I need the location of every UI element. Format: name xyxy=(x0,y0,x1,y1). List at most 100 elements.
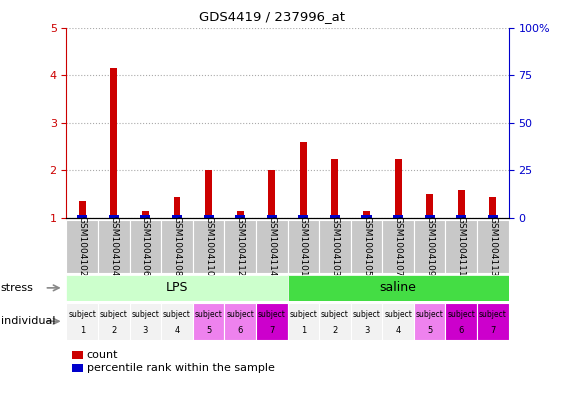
Text: subject: subject xyxy=(131,310,160,319)
Bar xyxy=(319,220,351,273)
Bar xyxy=(361,215,372,218)
Text: saline: saline xyxy=(380,281,417,294)
Text: subject: subject xyxy=(479,310,507,319)
Bar xyxy=(142,211,149,266)
Text: 4: 4 xyxy=(395,326,401,335)
Bar xyxy=(203,215,214,218)
Text: percentile rank within the sample: percentile rank within the sample xyxy=(87,363,275,373)
Bar xyxy=(77,215,87,218)
Text: 2: 2 xyxy=(332,326,338,335)
Bar xyxy=(446,303,477,340)
Bar xyxy=(488,215,498,218)
Bar xyxy=(256,220,287,273)
Text: 1: 1 xyxy=(80,326,85,335)
Text: GSM1004109: GSM1004109 xyxy=(425,216,434,277)
Bar xyxy=(300,142,307,266)
Bar xyxy=(351,303,382,340)
Text: 6: 6 xyxy=(458,326,464,335)
Bar xyxy=(490,196,497,266)
Bar xyxy=(414,303,446,340)
Bar xyxy=(477,303,509,340)
Text: GSM1004101: GSM1004101 xyxy=(299,216,308,277)
Bar xyxy=(363,211,370,266)
Bar xyxy=(256,303,288,340)
Text: subject: subject xyxy=(163,310,191,319)
Text: subject: subject xyxy=(68,310,96,319)
Bar xyxy=(382,220,414,273)
Text: 3: 3 xyxy=(364,326,369,335)
Bar xyxy=(172,215,182,218)
Bar xyxy=(72,364,83,372)
Bar xyxy=(426,194,433,266)
Text: subject: subject xyxy=(258,310,286,319)
Text: individual: individual xyxy=(1,316,55,326)
Bar xyxy=(266,215,277,218)
Bar xyxy=(205,171,212,266)
Bar xyxy=(66,275,287,301)
Text: LPS: LPS xyxy=(166,281,188,294)
Text: GSM1004106: GSM1004106 xyxy=(141,216,150,277)
Text: stress: stress xyxy=(1,283,34,293)
Text: 5: 5 xyxy=(427,326,432,335)
Bar xyxy=(456,215,466,218)
Bar xyxy=(161,303,193,340)
Bar xyxy=(193,303,224,340)
Bar xyxy=(351,220,382,273)
Text: GDS4419 / 237996_at: GDS4419 / 237996_at xyxy=(199,10,344,23)
Bar xyxy=(287,275,509,301)
Text: subject: subject xyxy=(447,310,475,319)
Bar xyxy=(331,158,338,266)
Bar xyxy=(446,220,477,273)
Text: subject: subject xyxy=(100,310,128,319)
Bar xyxy=(287,220,319,273)
Text: GSM1004111: GSM1004111 xyxy=(457,216,466,277)
Bar xyxy=(235,215,245,218)
Text: subject: subject xyxy=(290,310,317,319)
Bar xyxy=(72,351,83,359)
Bar xyxy=(129,220,161,273)
Text: 5: 5 xyxy=(206,326,211,335)
Text: GSM1004107: GSM1004107 xyxy=(394,216,403,277)
Bar xyxy=(66,220,98,273)
Bar xyxy=(268,171,275,266)
Bar xyxy=(140,215,150,218)
Bar xyxy=(477,220,509,273)
Text: subject: subject xyxy=(226,310,254,319)
Bar xyxy=(382,303,414,340)
Bar xyxy=(98,303,129,340)
Text: GSM1004112: GSM1004112 xyxy=(236,217,244,277)
Text: 6: 6 xyxy=(238,326,243,335)
Text: subject: subject xyxy=(384,310,412,319)
Bar xyxy=(98,220,129,273)
Bar xyxy=(173,196,180,266)
Text: GSM1004103: GSM1004103 xyxy=(331,216,339,277)
Bar xyxy=(237,211,244,266)
Bar xyxy=(224,220,256,273)
Bar xyxy=(330,215,340,218)
Text: count: count xyxy=(87,350,118,360)
Text: GSM1004108: GSM1004108 xyxy=(172,216,181,277)
Bar xyxy=(395,158,402,266)
Text: GSM1004110: GSM1004110 xyxy=(204,216,213,277)
Bar xyxy=(319,303,351,340)
Bar xyxy=(109,215,119,218)
Text: 2: 2 xyxy=(111,326,117,335)
Bar xyxy=(193,220,224,273)
Text: 7: 7 xyxy=(269,326,275,335)
Text: 7: 7 xyxy=(490,326,495,335)
Bar xyxy=(161,220,193,273)
Text: subject: subject xyxy=(353,310,380,319)
Bar xyxy=(287,303,319,340)
Text: subject: subject xyxy=(416,310,444,319)
Bar xyxy=(66,303,98,340)
Bar xyxy=(393,215,403,218)
Text: GSM1004104: GSM1004104 xyxy=(109,217,118,277)
Text: 4: 4 xyxy=(175,326,180,335)
Bar xyxy=(425,215,435,218)
Bar xyxy=(129,303,161,340)
Text: 1: 1 xyxy=(301,326,306,335)
Text: GSM1004114: GSM1004114 xyxy=(267,217,276,277)
Bar xyxy=(79,202,86,266)
Text: 3: 3 xyxy=(143,326,148,335)
Text: subject: subject xyxy=(321,310,349,319)
